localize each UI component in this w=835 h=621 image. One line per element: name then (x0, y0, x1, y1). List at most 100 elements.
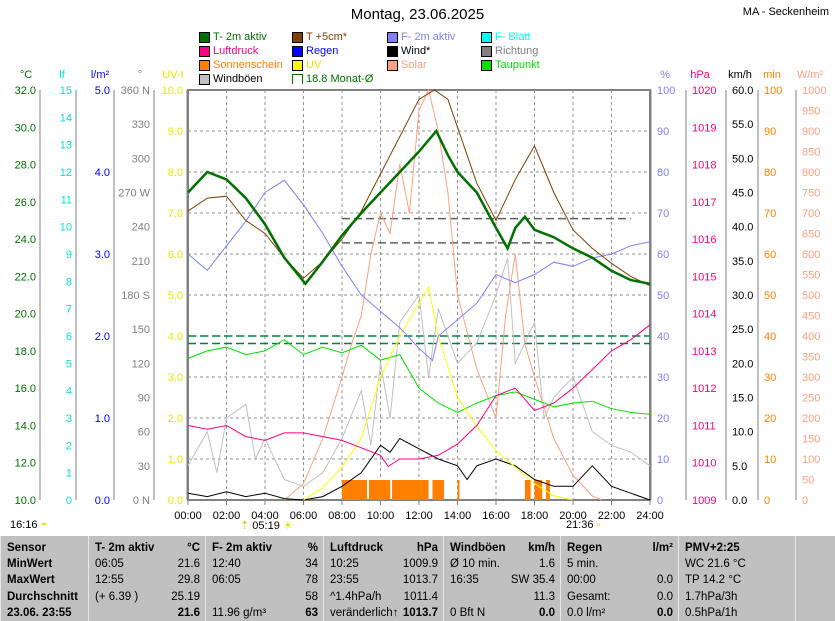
table-cell: hPa (416, 542, 438, 554)
table-row: Luftdruck hPa (330, 540, 438, 556)
axis-tick-label: 26.0 (15, 197, 36, 209)
axis-tick-label: 1000 (802, 85, 826, 97)
table-column: PMV+2:25 WC 21.6 °C TP 14.2 °C 1.7hPa/3h 0.5… (678, 536, 795, 621)
table-row: 5 min. (567, 556, 673, 572)
x-tick-label: 22:00 (598, 510, 626, 522)
legend-label: 18.8 Monat-Ø (306, 73, 374, 85)
axis-tick-label: 350 (802, 352, 820, 364)
table-cell: 1.7hPa/3h (685, 590, 738, 603)
table-cell: (+ 6.39 ) (95, 590, 139, 603)
axis-tick-label: 6.0 (168, 249, 183, 261)
axis-tick-label: 360 N (121, 85, 150, 97)
table-cell: 16:35 (450, 574, 479, 587)
axis-tick-label: 5.0 (732, 461, 747, 473)
axis-unit-label: W/m² (797, 69, 824, 81)
table-cell: PMV+2:25 (685, 542, 740, 554)
axis-tick-label: 500 (802, 290, 820, 302)
table-cell: 11.96 g/m³ (212, 606, 267, 619)
axis-tick-label: 900 (802, 126, 820, 138)
axis-tick-label: 750 (802, 188, 820, 200)
legend-label: UV (306, 59, 322, 71)
x-tick-label: 08:00 (328, 510, 356, 522)
table-cell: 0.0 (657, 574, 673, 587)
legend-item: T- 2m aktiv (199, 31, 267, 43)
axis-tick-label: 1018 (692, 160, 716, 172)
table-cell: 00:00 (567, 574, 596, 587)
axis-tick-label: 40.0 (732, 222, 753, 234)
axis-tick-label: 1017 (692, 197, 716, 209)
table-cell: Windböen (450, 542, 506, 554)
axis-tick-label: 20.0 (15, 309, 36, 321)
legend-swatch (292, 59, 303, 71)
table-cell: 21.6 (177, 558, 200, 571)
legend-swatch (292, 45, 303, 57)
legend-swatch (387, 59, 398, 71)
table-cell: 0.0 (657, 606, 673, 619)
table-cell: Regen (567, 542, 603, 554)
axis-tick-label: 7 (66, 304, 72, 316)
table-row: Gesamt: 0.0 (567, 589, 673, 605)
table-row: 0.5hPa/1h (685, 605, 790, 621)
table-row: 10:25 1009.9 (330, 556, 438, 572)
legend-label: Sonnenschein (213, 59, 283, 71)
axis-tick-label: 30 (657, 372, 669, 384)
table-cell: 0.5hPa/1h (685, 606, 738, 619)
table-row: Durchschnitt (7, 589, 83, 605)
series-t-2m-aktiv (187, 128, 651, 286)
sunrise-time: 05:19 (252, 520, 280, 532)
axis-tick-label: 240 (132, 222, 150, 234)
axis-tick-label: 30.0 (15, 122, 36, 134)
axis-tick-label: 60.0 (732, 85, 753, 97)
axis-tick-label: 120 (132, 358, 150, 370)
axis-tick-label: 0 N (133, 495, 150, 507)
axis-tick-label: 40 (657, 331, 669, 343)
axis-tick-label: 1 (66, 468, 72, 480)
table-cell: 1013.7 (402, 606, 438, 619)
series-uv (303, 285, 574, 501)
series-t-5cm (187, 89, 651, 287)
axis-tick-label: 1.0 (168, 454, 183, 466)
table-cell: Sensor (7, 542, 46, 554)
axis-tick-label: 210 (132, 256, 150, 268)
axis-tick-label: 40 (764, 331, 776, 343)
table-cell: MaxWert (7, 574, 55, 587)
table-row: T- 2m aktiv °C (95, 540, 200, 556)
axis-tick-label: 180 S (121, 290, 150, 302)
table-cell: km/h (528, 542, 555, 554)
legend-swatch (387, 45, 398, 57)
table-cell: 78 (305, 574, 318, 587)
page-title: Montag, 23.06.2025 (350, 6, 485, 23)
axis-tick-label: 18.0 (15, 346, 36, 358)
table-row: MaxWert (7, 572, 83, 588)
legend-label: T +5cm* (306, 31, 348, 43)
axis-tick-label: 0 (764, 495, 770, 507)
table-cell: T- 2m aktiv (95, 542, 155, 554)
sunset-icon: ▫ (596, 519, 601, 531)
legend-item: T +5cm* (292, 31, 347, 43)
legend-item: F- Blatt (481, 31, 530, 43)
sunshine-bar (546, 480, 550, 500)
table-cell: 21.6 (177, 606, 200, 619)
table-row: Sensor (7, 540, 83, 556)
table-cell: SW 35.4 (510, 574, 555, 587)
legend-item: Windböen (199, 73, 263, 85)
x-tick-label: 16:00 (482, 510, 510, 522)
moonrise-time: 16:16 (10, 519, 38, 531)
table-row: Regen l/m² (567, 540, 673, 556)
table-row: 12:55 29.8 (95, 572, 200, 588)
table-cell: 1.6 (539, 558, 555, 571)
axis-tick-label: 100 (657, 85, 675, 97)
axis-tick-label: 1013 (692, 346, 716, 358)
axis-tick-label: 1.0 (95, 413, 110, 425)
axis-tick-label: 90 (764, 126, 776, 138)
axis-tick-label: 10 (657, 454, 669, 466)
sunshine-bar (432, 480, 445, 500)
legend-label: Wind* (401, 45, 431, 57)
x-tick-label: 00:00 (174, 510, 202, 522)
axis-tick-label: 6 (66, 331, 72, 343)
table-row: 16:35 SW 35.4 (450, 572, 555, 588)
axis-tick-label: 14 (60, 112, 72, 124)
axis-tick-label: 10 (60, 222, 72, 234)
series-wind (187, 437, 651, 501)
legend-label: Solar (401, 59, 427, 71)
